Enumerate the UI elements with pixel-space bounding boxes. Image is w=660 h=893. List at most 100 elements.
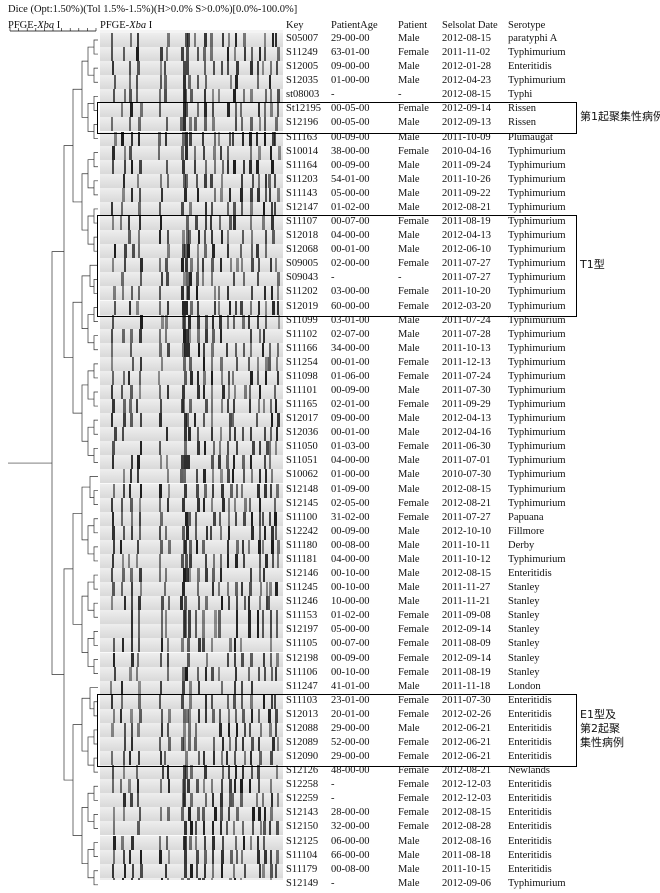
cell-key: S12090: [286, 751, 319, 763]
cell-date: 2012-09-13: [442, 117, 491, 129]
gel-band: [276, 652, 279, 667]
gel-band: [263, 821, 266, 836]
gel-band: [123, 765, 125, 780]
gel-band: [236, 610, 238, 625]
cell-sero: Plumaugat: [508, 131, 553, 143]
gel-band: [214, 286, 216, 301]
dendrogram-branch: [87, 314, 94, 344]
gel-band: [220, 258, 222, 273]
gel-band: [228, 33, 230, 47]
gel-band: [159, 385, 161, 399]
cell-date: 2011-09-22: [442, 187, 491, 199]
gel-band: [131, 624, 133, 639]
gel-band: [250, 568, 252, 583]
gel-band: [214, 300, 216, 315]
gel-band: [257, 610, 259, 625]
gel-band: [265, 356, 268, 371]
gel-band: [264, 849, 267, 864]
gel-band: [248, 666, 250, 681]
cell-key: S11181: [286, 553, 318, 565]
gel-band: [203, 47, 206, 62]
cell-sero: Typhimurium: [508, 877, 566, 889]
gel-band: [168, 849, 170, 864]
gel-band: [112, 61, 114, 76]
gel-band: [205, 399, 208, 414]
gel-lane: [100, 849, 283, 865]
gel-band: [250, 652, 253, 667]
cell-age: 00-01-00: [331, 427, 370, 439]
cell-key: S12197: [286, 624, 319, 636]
gel-band: [202, 258, 204, 273]
gel-band: [159, 737, 161, 751]
gel-band: [221, 596, 223, 611]
gel-band: [186, 525, 189, 540]
cell-age: 10-00-00: [331, 596, 370, 608]
gel-band: [131, 582, 133, 597]
dendrogram-branch: [81, 275, 90, 329]
gel-band: [181, 807, 184, 822]
cell-age: 04-00-00: [331, 553, 370, 565]
gel-band: [186, 413, 189, 428]
gel-band: [243, 553, 245, 568]
gel-band: [186, 568, 189, 583]
gel-band: [168, 779, 170, 794]
cell-age: 41-01-00: [331, 680, 370, 692]
gel-band: [264, 33, 266, 47]
gel-lane: [100, 272, 283, 288]
gel-band: [130, 469, 132, 484]
gel-band: [186, 61, 189, 76]
dendrogram-branch: [93, 335, 98, 351]
gel-band: [266, 441, 269, 456]
gel-band: [241, 258, 243, 273]
pfge-gel-image: [100, 30, 283, 880]
gel-band: [188, 807, 191, 822]
cell-sex: Female: [398, 624, 429, 636]
gel-band: [198, 877, 201, 880]
gel-band: [161, 610, 163, 625]
gel-band: [276, 624, 278, 639]
gel-band: [204, 103, 207, 118]
gel-band: [158, 131, 161, 146]
gel-band: [259, 385, 261, 399]
cell-date: 2011-07-30: [442, 385, 491, 396]
gel-band: [271, 413, 273, 428]
gel-band: [131, 610, 133, 625]
dendrogram-branch: [63, 145, 73, 359]
gel-band: [211, 399, 213, 414]
cell-key: S12198: [286, 652, 319, 664]
cell-sex: Female: [398, 610, 429, 622]
gel-band: [137, 539, 139, 554]
cell-sero: Stanley: [508, 624, 540, 636]
gel-band: [130, 497, 133, 512]
gel-band: [131, 187, 133, 202]
gel-band: [167, 300, 169, 315]
gel-band: [168, 483, 170, 498]
cell-sero: Fillmore: [508, 525, 545, 537]
cell-age: 00-05-00: [331, 117, 370, 129]
gel-band: [184, 244, 187, 259]
gel-band: [189, 539, 192, 554]
gel-band: [188, 230, 191, 245]
gel-lane: [100, 173, 283, 189]
gel-band: [111, 47, 113, 62]
gel-band: [159, 835, 161, 850]
gel-band: [139, 216, 141, 231]
gel-band: [212, 835, 215, 850]
gel-band: [128, 216, 130, 231]
gel-band: [212, 328, 215, 343]
cell-sero: Rissen: [508, 117, 537, 129]
gel-band: [272, 131, 275, 146]
gel-band: [121, 497, 123, 512]
gel-band: [264, 807, 266, 822]
gel-band: [250, 427, 252, 442]
gel-band: [186, 47, 189, 62]
gel-band: [203, 356, 205, 371]
cell-date: 2011-08-19: [442, 216, 491, 228]
gel-band: [140, 272, 142, 287]
gel-band: [244, 47, 246, 62]
gel-band: [277, 187, 280, 202]
cell-sex: Female: [398, 751, 429, 763]
gel-band: [160, 539, 163, 554]
gel-band: [277, 793, 279, 808]
gel-band: [187, 342, 190, 357]
